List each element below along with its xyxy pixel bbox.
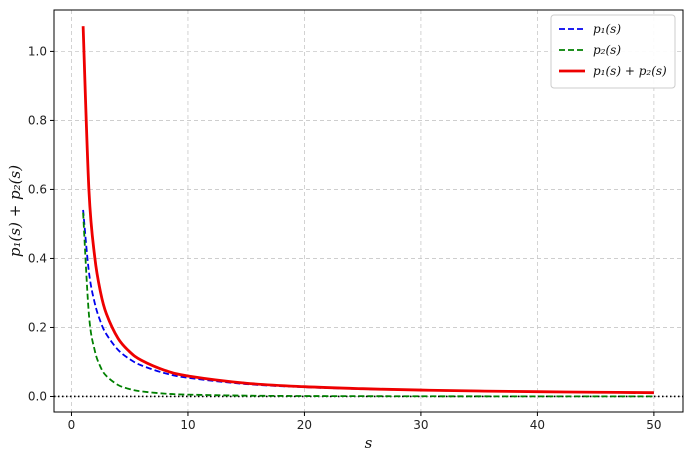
series-layer bbox=[81, 26, 654, 398]
y-tick-label: 0.4 bbox=[28, 251, 47, 265]
y-tick-label: 0.0 bbox=[28, 389, 47, 403]
plot-frame bbox=[53, 9, 684, 413]
x-tick-label: 0 bbox=[68, 418, 76, 432]
x-tick-label: 50 bbox=[646, 418, 661, 432]
x-tick-label: 20 bbox=[297, 418, 312, 432]
legend: p₁(s) p₂(s) p₁(s) + p₂(s) bbox=[550, 14, 676, 89]
series-line-1 bbox=[82, 209, 654, 394]
y-tick-label: 0.8 bbox=[28, 113, 47, 127]
legend-label-3: p₁(s) + p₂(s) bbox=[593, 64, 667, 78]
y-axis-label: p₁(s) + p₂(s) bbox=[6, 165, 24, 257]
legend-label-1: p₁(s) bbox=[593, 22, 621, 36]
tick-layer: 0 10 20 30 40 50 0.0 0.2 0.4 0.6 0.8 1.0 bbox=[28, 44, 662, 432]
x-tick-label: 30 bbox=[413, 418, 428, 432]
y-tick-label: 0.2 bbox=[28, 320, 47, 334]
legend-label-2: p₂(s) bbox=[593, 43, 621, 57]
x-axis-label: s bbox=[365, 434, 373, 452]
y-tick-label: 0.6 bbox=[28, 182, 47, 196]
x-tick-label: 10 bbox=[180, 418, 195, 432]
series-line-2 bbox=[82, 212, 654, 398]
x-tick-label: 40 bbox=[530, 418, 545, 432]
series-line-3 bbox=[81, 26, 654, 395]
y-tick-label: 1.0 bbox=[28, 44, 47, 58]
